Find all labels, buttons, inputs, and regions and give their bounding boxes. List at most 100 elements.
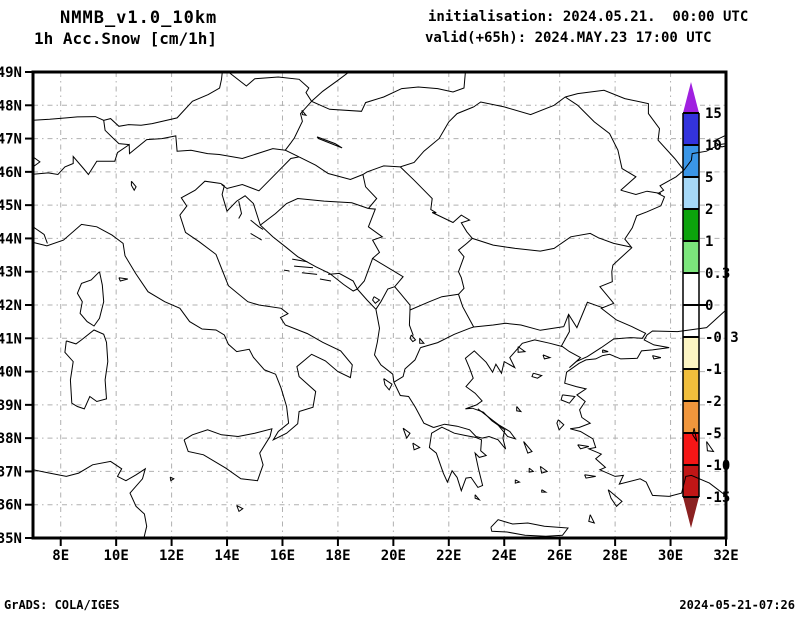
island-outline	[294, 265, 314, 269]
colorbar-segment	[683, 273, 699, 305]
country-border	[328, 258, 374, 290]
country-border	[33, 72, 223, 127]
valid-time: valid(+65h): 2024.MAY.23 17:00 UTC	[425, 30, 712, 46]
lake-outline	[419, 337, 425, 344]
island-outline	[607, 489, 623, 508]
colorbar-label: 5	[705, 170, 713, 186]
island-outline	[588, 514, 596, 524]
colorbar-segment	[683, 305, 699, 337]
lat-tick-label: 36N	[0, 498, 22, 514]
lon-tick-label: 22E	[436, 548, 461, 564]
map-lines	[33, 72, 726, 538]
colorbar-arrow-bottom	[683, 497, 699, 528]
country-border	[399, 166, 632, 252]
coastline	[477, 408, 517, 440]
colorbar-segment	[683, 241, 699, 273]
island-outline	[118, 277, 128, 282]
island-outline	[474, 494, 481, 501]
country-border	[367, 208, 411, 310]
colorbar-arrow-top	[683, 82, 699, 113]
country-border	[393, 347, 421, 383]
country-border	[565, 89, 685, 171]
island-outline	[517, 346, 527, 353]
country-border	[473, 322, 564, 331]
coastline	[64, 329, 109, 410]
island-outline	[542, 354, 552, 360]
country-border	[563, 301, 603, 329]
model-title: NMMB_v1.0_10km	[60, 8, 218, 28]
grid-lines	[33, 72, 726, 538]
colorbar-label: -0.3	[705, 330, 739, 346]
colorbar-label: 15	[705, 106, 722, 122]
lake-outline	[301, 109, 308, 117]
island-outline	[539, 465, 549, 474]
lake-outline	[130, 180, 137, 192]
lon-tick-label: 18E	[325, 548, 350, 564]
country-border	[33, 135, 292, 176]
island-outline	[560, 394, 576, 404]
colorbar-segment	[683, 113, 699, 145]
lon-tick-label: 14E	[214, 548, 239, 564]
lon-tick-label: 26E	[547, 548, 572, 564]
coastline	[490, 519, 569, 537]
coastline	[183, 428, 273, 482]
country-border	[375, 286, 395, 310]
colorbar-label: 10	[705, 138, 722, 154]
lat-tick-label: 49N	[0, 65, 22, 81]
country-border	[420, 326, 474, 349]
colorbar-segment	[683, 401, 699, 433]
colorbar-segment	[683, 433, 699, 465]
colorbar-label: 0.3	[705, 266, 730, 282]
island-outline	[250, 219, 264, 230]
island-outline	[577, 444, 589, 450]
coastline	[428, 426, 488, 493]
colorbar-label: 1	[705, 234, 713, 250]
colorbar-segment	[683, 337, 699, 369]
country-border	[103, 120, 130, 146]
country-border	[285, 149, 300, 158]
island-outline	[528, 467, 535, 473]
country-border	[409, 293, 459, 311]
island-outline	[402, 427, 411, 440]
coastline	[220, 183, 434, 428]
axes: 8E 10E 12E 14E 16E 18E 20E 22E 24E 26E 28E 30E 32E 49…	[0, 65, 739, 564]
coastline	[712, 134, 726, 148]
colorbar-label: 0	[705, 298, 713, 314]
lat-tick-label: 48N	[0, 98, 22, 114]
initialisation-time: initialisation: 2024.05.21. 00:00 UTC	[428, 9, 749, 25]
country-border	[564, 96, 637, 191]
lake-outline	[316, 136, 343, 149]
lon-tick-label: 24E	[492, 548, 517, 564]
colorbar-segment	[683, 177, 699, 209]
colorbar-label: -5	[705, 426, 722, 442]
island-outline	[541, 489, 548, 493]
lake-outline	[706, 441, 715, 453]
island-outline	[516, 406, 523, 413]
country-border	[290, 100, 312, 144]
lat-tick-label: 45N	[0, 198, 22, 214]
lake-outline	[652, 355, 662, 360]
lat-tick-label: 35N	[0, 531, 22, 547]
colorbar-segment	[683, 209, 699, 241]
colorbar-segment	[683, 369, 699, 401]
country-border	[221, 156, 300, 192]
lon-tick-label: 12E	[159, 548, 184, 564]
country-border	[311, 72, 350, 102]
grads-credit: GrADS: COLA/IGES	[4, 598, 120, 612]
colorbar-label: -2	[705, 394, 722, 410]
lon-tick-label: 32E	[713, 548, 738, 564]
lat-tick-label: 44N	[0, 231, 22, 247]
lat-tick-label: 37N	[0, 464, 22, 480]
island-outline	[292, 258, 308, 263]
lon-tick-label: 8E	[52, 548, 69, 564]
country-border	[473, 96, 566, 116]
colorbar-label: 2	[705, 202, 713, 218]
lake-outline	[372, 296, 381, 304]
lat-tick-label: 46N	[0, 165, 22, 181]
lon-tick-label: 16E	[270, 548, 295, 564]
island-outline	[319, 278, 332, 282]
country-border	[259, 197, 369, 226]
island-outline	[301, 272, 318, 275]
lat-tick-label: 38N	[0, 431, 22, 447]
